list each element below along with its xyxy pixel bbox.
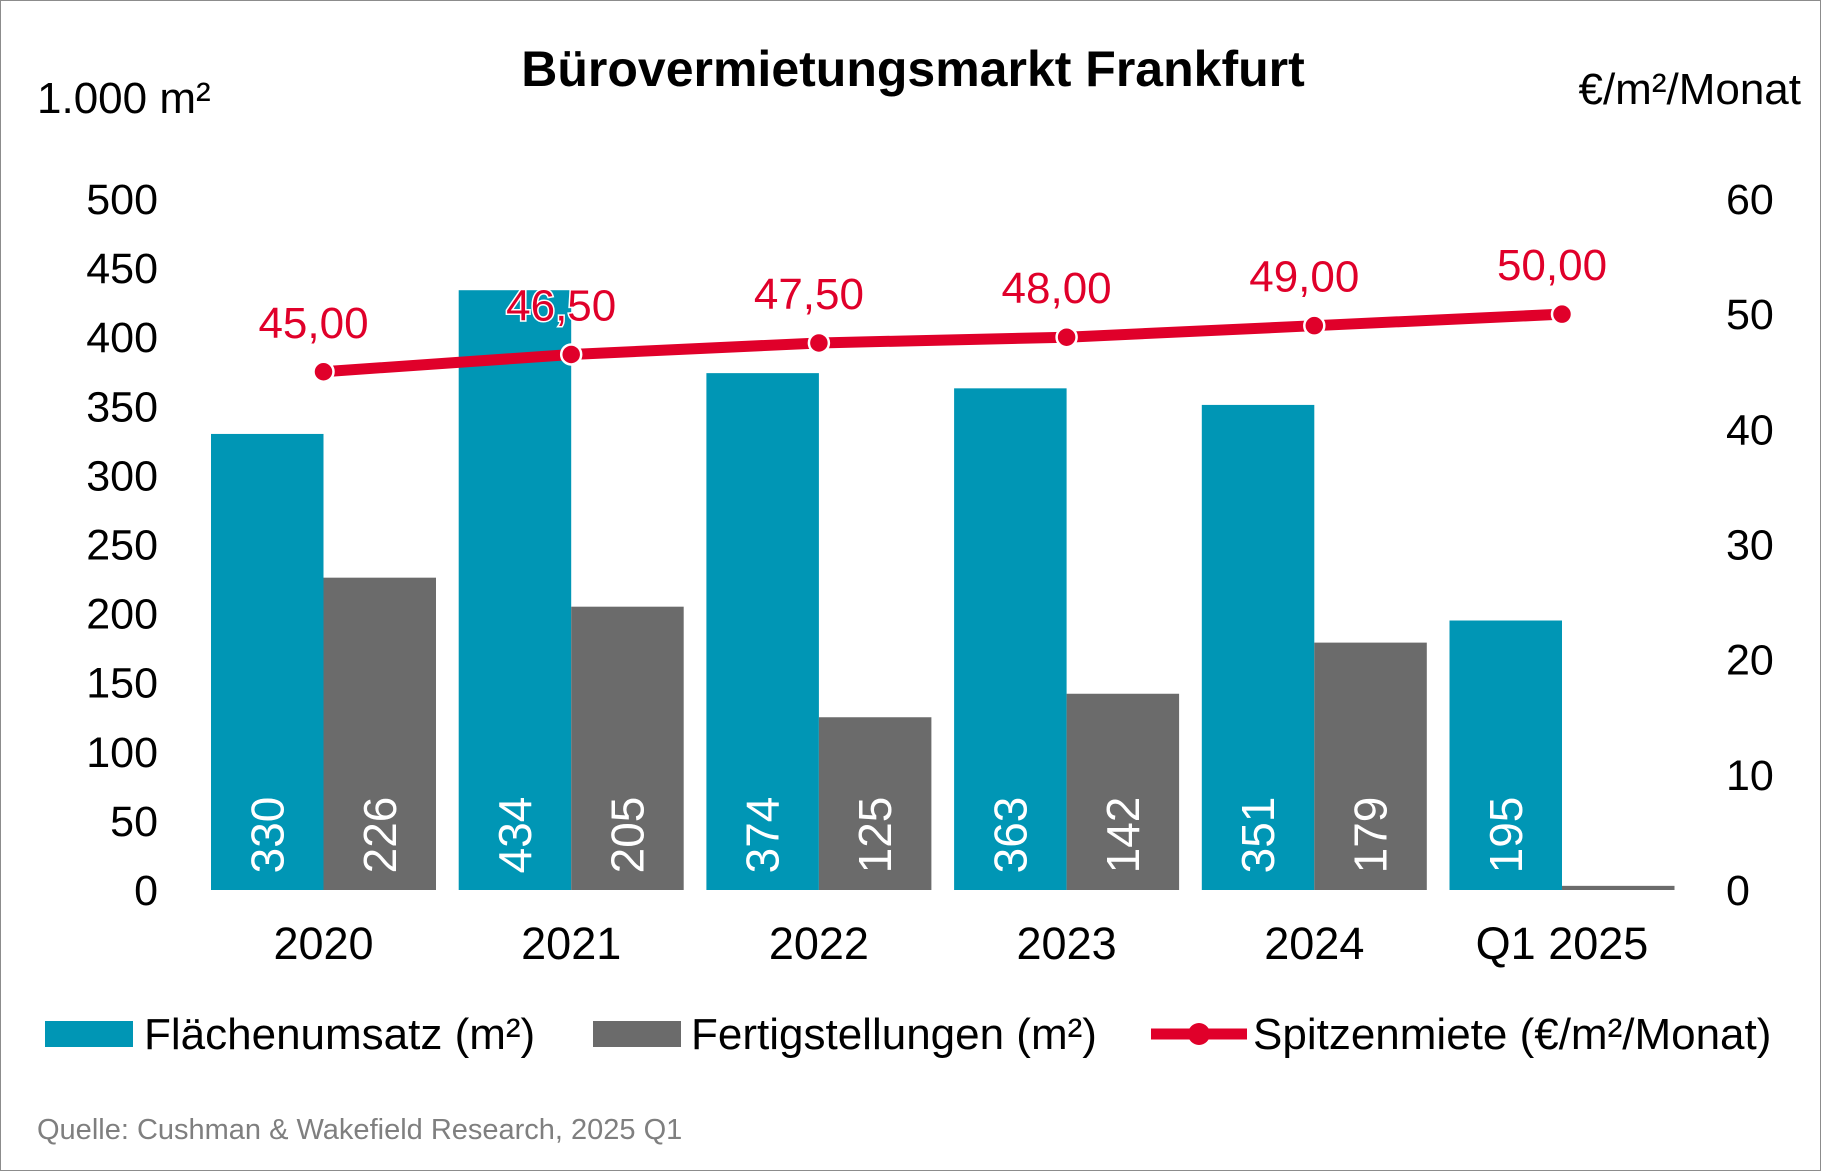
- right-tick-label: 10: [1726, 752, 1774, 800]
- right-tick-label: 20: [1726, 637, 1774, 685]
- bar-value-label: 330: [241, 797, 293, 874]
- bar-value-label: 226: [354, 797, 406, 874]
- line-value-label: 45,00: [258, 299, 368, 348]
- legend-label: Flächenumsatz (m²): [144, 1010, 535, 1059]
- bar-fertigstellungen: [571, 606, 684, 890]
- line-value-label: 46,50: [506, 281, 616, 330]
- bar-flaechenumsatz: [954, 388, 1067, 890]
- bar-value-label: 142: [1097, 797, 1149, 874]
- left-tick-label: 200: [86, 591, 158, 639]
- bar-flaechenumsatz: [1201, 404, 1315, 890]
- category-label: 2021: [521, 918, 621, 969]
- bar-fertigstellungen: [1066, 693, 1180, 890]
- left-tick-label: 50: [110, 798, 158, 846]
- bar-flaechenumsatz: [706, 373, 819, 891]
- bar-flaechenumsatz: [211, 433, 324, 890]
- left-tick-label: 100: [86, 729, 158, 777]
- legend-swatch-fertigstellungen: [593, 1021, 681, 1047]
- bar-value-label: 374: [737, 797, 789, 874]
- left-axis-ticks: 0 50 100 150 200 250 300 350 400 450 500: [86, 176, 158, 915]
- legend-swatch-flaechenumsatz: [45, 1021, 133, 1047]
- left-tick-label: 400: [86, 314, 158, 362]
- left-axis-unit: 1.000 m²: [37, 74, 211, 123]
- left-tick-label: 250: [86, 522, 158, 570]
- spitzenmiete-point: [1550, 302, 1574, 326]
- left-tick-label: 350: [86, 383, 158, 431]
- line-value-label: 50,00: [1497, 241, 1607, 290]
- bar-series: 330 226 434 205 374 125 363 142 351 179 195 3: [211, 290, 1675, 891]
- bar-value-label: 205: [601, 797, 653, 874]
- category-label: Q1 2025: [1476, 918, 1649, 969]
- left-tick-label: 450: [86, 245, 158, 293]
- right-tick-label: 0: [1726, 867, 1750, 915]
- bar-fertigstellungen: [323, 577, 436, 890]
- spitzenmiete-point: [559, 343, 583, 366]
- legend-label: Fertigstellungen (m²): [691, 1010, 1097, 1059]
- bar-value-label: 363: [984, 797, 1036, 874]
- right-tick-label: 30: [1726, 522, 1774, 570]
- bar-value-label: 125: [849, 797, 901, 874]
- left-tick-label: 300: [86, 452, 158, 500]
- spitzenmiete-line: [323, 308, 1563, 378]
- spitzenmiete-point: [312, 360, 335, 383]
- spitzenmiete-point: [807, 331, 831, 355]
- legend-label: Spitzenmiete (€/m²/Monat): [1253, 1010, 1771, 1059]
- bar-flaechenumsatz: [1449, 620, 1562, 890]
- category-labels: 2020 2021 2022 2023 2024 Q1 2025: [273, 918, 1648, 969]
- bar-value-label: 3: [1592, 841, 1644, 867]
- bar-value-label: 434: [489, 797, 541, 874]
- spitzenmiete-point: [1055, 325, 1078, 349]
- bar-value-label: 179: [1345, 797, 1397, 874]
- right-tick-label: 40: [1726, 406, 1774, 454]
- bar-fertigstellungen: [818, 717, 932, 890]
- line-value-label: 47,50: [754, 270, 864, 319]
- bar-fertigstellungen: [1562, 885, 1675, 890]
- bar-fertigstellungen: [1314, 642, 1427, 890]
- chart-title: Bürovermietungsmarkt Frankfurt: [521, 41, 1305, 97]
- right-tick-label: 50: [1726, 291, 1774, 339]
- spitzenmiete-point: [1303, 314, 1326, 337]
- right-tick-label: 60: [1726, 176, 1774, 224]
- source-note: Quelle: Cushman & Wakefield Research, 20…: [37, 1114, 682, 1146]
- line-value-label: 49,00: [1249, 253, 1359, 302]
- legend-marker-spitzenmiete: [1188, 1023, 1210, 1045]
- category-label: 2022: [769, 918, 869, 969]
- right-axis-unit: €/m²/Monat: [1578, 65, 1801, 114]
- bar-flaechenumsatz: [458, 290, 572, 890]
- left-tick-label: 150: [86, 660, 158, 708]
- line-value-label: 48,00: [1002, 264, 1112, 313]
- category-label: 2024: [1264, 918, 1364, 969]
- left-tick-label: 500: [86, 176, 158, 224]
- legend: Flächenumsatz (m²) Fertigstellungen (m²) S…: [45, 1010, 1771, 1059]
- category-label: 2023: [1017, 918, 1117, 969]
- category-label: 2020: [273, 918, 373, 969]
- left-tick-label: 0: [134, 867, 158, 915]
- bar-value-label: 195: [1480, 797, 1532, 874]
- bar-value-label: 351: [1232, 797, 1284, 874]
- line-series: 45,00 46,50 47,50 48,00 49,00 50,00: [257, 240, 1609, 383]
- right-axis-ticks: 0 10 20 30 40 50 60: [1726, 176, 1774, 915]
